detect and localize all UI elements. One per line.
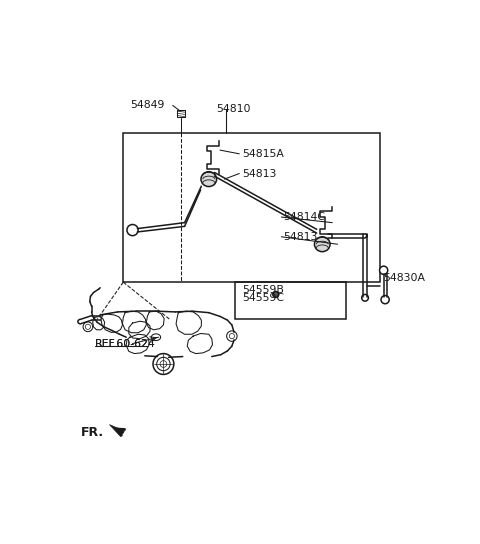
Bar xyxy=(123,133,380,282)
Ellipse shape xyxy=(362,294,368,301)
Text: 54813: 54813 xyxy=(283,232,318,242)
Text: 54830A: 54830A xyxy=(384,274,426,283)
Text: 54559B: 54559B xyxy=(242,286,284,295)
Text: 54814C: 54814C xyxy=(283,212,325,222)
Circle shape xyxy=(127,225,138,236)
Ellipse shape xyxy=(380,266,388,274)
Text: 54815A: 54815A xyxy=(242,149,284,159)
Text: 54810: 54810 xyxy=(216,104,251,114)
Polygon shape xyxy=(109,425,124,436)
Circle shape xyxy=(273,292,279,298)
Ellipse shape xyxy=(314,237,330,252)
Ellipse shape xyxy=(381,295,389,304)
Text: REF.60-624: REF.60-624 xyxy=(96,338,156,349)
Bar xyxy=(235,282,347,319)
Text: 54813: 54813 xyxy=(242,169,276,178)
Text: FR.: FR. xyxy=(81,426,104,440)
Text: 54849: 54849 xyxy=(131,101,165,110)
Text: REF.60-624: REF.60-624 xyxy=(96,338,156,349)
Bar xyxy=(177,110,185,116)
Text: 54559C: 54559C xyxy=(242,293,284,303)
Ellipse shape xyxy=(201,172,216,187)
